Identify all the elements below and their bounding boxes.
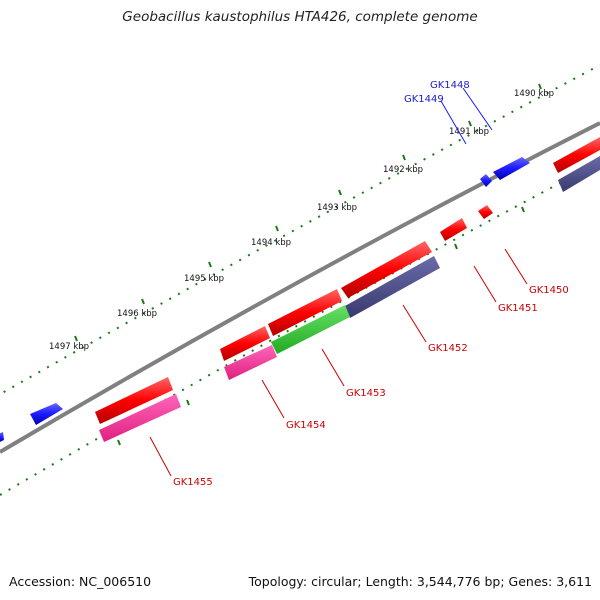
gene-arrow-gk1453 xyxy=(268,289,342,336)
tick-label-1495: 1495 kbp xyxy=(184,274,224,284)
gene-arrow-right-edge xyxy=(553,137,600,173)
gene-label-gk1452: GK1452 xyxy=(428,343,468,354)
kbp-labels: 1490 kbp 1491 kbp 1492 kbp 1493 kbp 1494… xyxy=(49,89,554,352)
tick-label-1490: 1490 kbp xyxy=(514,89,554,99)
cog-bar-slate-gk1452 xyxy=(345,256,440,318)
gene-arrow-gk1450 xyxy=(478,205,493,219)
gene-label-gk1451: GK1451 xyxy=(498,303,538,314)
tick-label-1493: 1493 kbp xyxy=(317,203,357,213)
tick-label-1497: 1497 kbp xyxy=(49,342,89,352)
gene-arrow-gk1449 xyxy=(480,174,492,187)
tick-label-1496: 1496 kbp xyxy=(117,309,157,319)
gene-arrow-gk1455 xyxy=(95,377,173,424)
gene-arrow-gk1451 xyxy=(440,218,467,241)
reverse-leader-lines xyxy=(149,248,528,477)
reverse-genes[interactable] xyxy=(95,137,600,424)
gene-arrow-gk1452 xyxy=(341,241,432,298)
cog-bar-pink-gk1455 xyxy=(99,394,181,442)
genome-summary-text: Topology: circular; Length: 3,544,776 bp… xyxy=(248,574,592,589)
gene-arrow-unnamed-left xyxy=(30,403,63,425)
gene-arrow-edge-left xyxy=(0,432,4,442)
gene-label-gk1448: GK1448 xyxy=(430,80,470,91)
outer-dotted-track xyxy=(0,64,600,396)
cog-bar-slate-right xyxy=(558,156,600,192)
forward-genes[interactable] xyxy=(0,87,530,443)
gene-label-gk1450: GK1450 xyxy=(529,285,569,296)
map-title: Geobacillus kaustophilus HTA426, complet… xyxy=(122,9,478,25)
gene-arrow-gk1448 xyxy=(493,157,530,180)
cog-bar-pink-gk1454 xyxy=(224,345,277,380)
tick-label-1491: 1491 kbp xyxy=(449,127,489,137)
accession-text: Accession: NC_006510 xyxy=(9,574,152,589)
cog-bar-green-gk1453 xyxy=(271,305,350,354)
gene-label-gk1453: GK1453 xyxy=(346,388,386,399)
gene-label-gk1454: GK1454 xyxy=(286,420,326,431)
tick-label-1492: 1492 kbp xyxy=(383,165,423,175)
gene-arrow-gk1454 xyxy=(220,326,270,361)
cog-bars xyxy=(99,156,600,442)
tick-label-1494: 1494 kbp xyxy=(251,238,291,248)
gene-label-gk1455: GK1455 xyxy=(173,477,213,488)
gene-label-gk1449: GK1449 xyxy=(404,94,444,105)
gene-labels[interactable]: GK1448 GK1449 GK1450 GK1451 GK1452 GK145… xyxy=(173,80,569,488)
